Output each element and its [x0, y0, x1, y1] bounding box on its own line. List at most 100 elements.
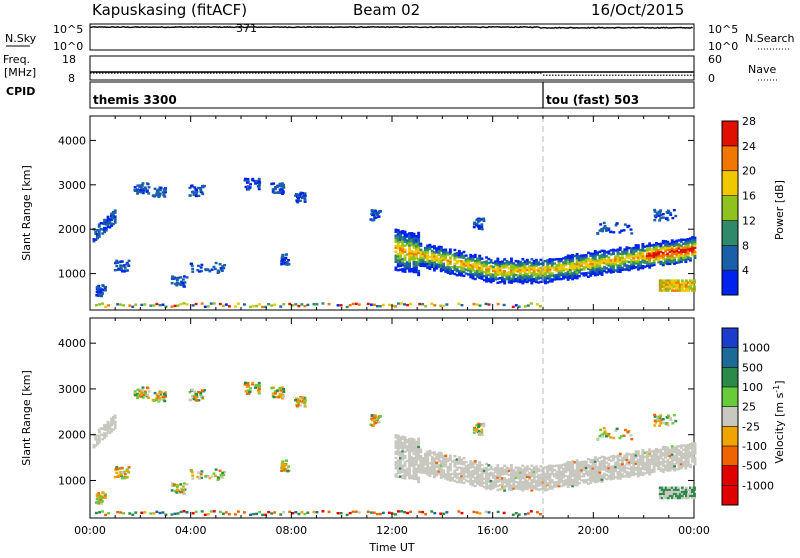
velocity-cell [257, 392, 261, 395]
velocity-cell [455, 476, 459, 480]
power-cell [408, 238, 411, 241]
power-cell [464, 272, 468, 275]
velocity-cell [616, 466, 620, 470]
power-cell [190, 264, 194, 267]
velocity-cell [679, 460, 683, 464]
power-cell [437, 251, 441, 255]
velocity-cell [621, 463, 624, 466]
power-cell [377, 211, 381, 215]
power-cell [532, 269, 536, 273]
power-cell [453, 266, 457, 270]
power-cell [519, 272, 522, 276]
velocity-cell [657, 449, 661, 452]
power-cell [408, 250, 411, 253]
power-cell [414, 253, 418, 256]
velocity-cell [668, 494, 672, 498]
power-cell [623, 250, 627, 253]
velocity-cell [648, 448, 652, 451]
power-cell [104, 219, 108, 222]
velocity-cell [498, 469, 502, 472]
power-cell [589, 260, 593, 263]
power-cell [158, 304, 162, 307]
power-cell [414, 251, 418, 254]
power-cell [589, 270, 593, 273]
velocity-cell [648, 466, 652, 470]
power-cell [410, 232, 414, 235]
velocity-cell [417, 439, 421, 442]
power-cell [666, 209, 670, 212]
power-cell [575, 273, 579, 276]
power-cell [616, 270, 620, 273]
power-cell [460, 270, 464, 273]
velocity-cell [566, 467, 570, 470]
velocity-cell [484, 510, 488, 513]
velocity-cell [485, 485, 488, 488]
power-cell [401, 260, 405, 263]
velocity-cell [410, 439, 414, 443]
power-cell [537, 275, 541, 278]
power-cell [399, 236, 402, 240]
power-cell [451, 254, 454, 257]
power-cell [528, 271, 532, 274]
power-cell [605, 263, 609, 266]
velocity-cell [645, 469, 649, 472]
power-cell [142, 189, 146, 192]
power-cell [666, 262, 670, 266]
power-cell [664, 281, 668, 284]
power-cell [673, 242, 676, 245]
velocity-cell [487, 486, 491, 490]
power-cell [682, 285, 686, 288]
velocity-cell [605, 469, 609, 473]
power-cell [514, 259, 518, 263]
velocity-cell [641, 467, 645, 470]
velocity-cell [607, 464, 611, 468]
power-cell [632, 250, 636, 254]
power-cell [408, 232, 411, 235]
power-cell [602, 265, 606, 269]
power-cell [691, 252, 695, 255]
velocity-cell [437, 468, 441, 471]
velocity-cell [430, 470, 434, 473]
velocity-cell [401, 441, 405, 445]
velocity-cell [612, 465, 615, 468]
velocity-cell [641, 457, 645, 460]
power-cell [482, 262, 486, 266]
power-cell [294, 194, 297, 197]
power-cell [424, 252, 427, 256]
velocity-cell [661, 462, 665, 465]
power-cell [564, 264, 568, 267]
power-cell [523, 270, 527, 273]
velocity-cell [408, 460, 411, 463]
power-cell [678, 283, 682, 286]
power-cell [494, 272, 498, 275]
velocity-cell [514, 470, 518, 473]
power-cell [108, 220, 112, 223]
velocity-cell [448, 469, 452, 472]
power-cell [530, 258, 534, 261]
velocity-cell [512, 475, 516, 478]
power-cell [693, 242, 697, 245]
velocity-cell [652, 470, 656, 473]
velocity-cell [673, 456, 676, 460]
velocity-cell [546, 475, 550, 479]
power-cell [566, 276, 570, 279]
power-cell [471, 273, 475, 276]
velocity-cell [657, 415, 661, 418]
velocity-cell [110, 417, 113, 420]
power-cell [101, 302, 104, 305]
velocity-cell [92, 443, 96, 447]
velocity-cell [534, 467, 538, 470]
velocity-cell [636, 462, 640, 465]
velocity-cell [462, 471, 466, 474]
power-cell [548, 266, 552, 269]
velocity-cell [691, 448, 695, 451]
power-cell [607, 250, 611, 253]
power-cell [473, 263, 477, 267]
velocity-cell [584, 462, 588, 465]
power-cell [668, 244, 672, 247]
velocity-cell [684, 494, 688, 498]
power-cell [453, 258, 457, 262]
velocity-cell [199, 391, 203, 395]
velocity-cell [512, 477, 516, 480]
velocity-cell [408, 470, 411, 474]
